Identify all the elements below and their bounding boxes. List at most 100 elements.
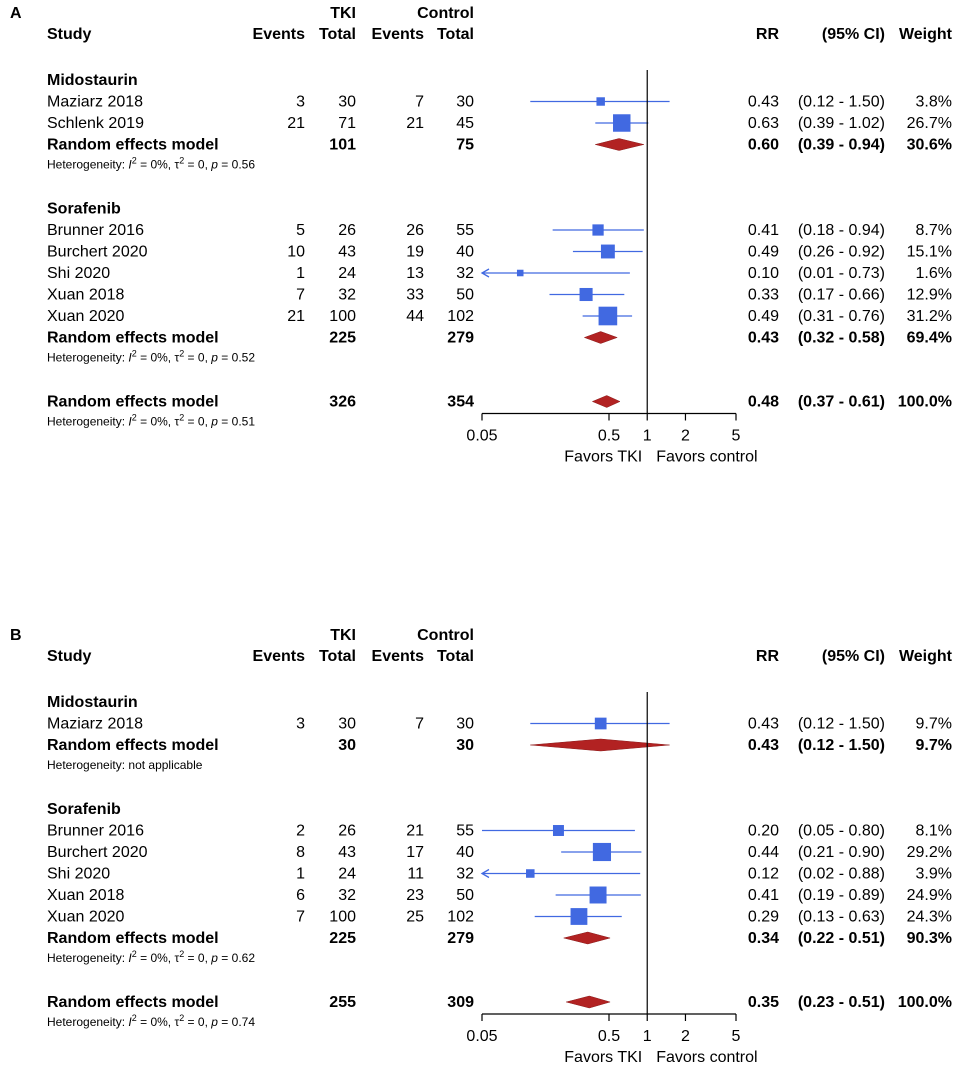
tki-events: 6 [296, 887, 305, 904]
ci-value: (0.21 - 0.90) [798, 844, 885, 861]
study-label: Xuan 2018 [47, 887, 125, 904]
pooled-diamond [565, 995, 611, 1009]
rr-value: 0.41 [748, 887, 779, 904]
study-label: Burchert 2020 [47, 844, 148, 861]
pooled-ci-value: (0.39 - 0.94) [798, 137, 885, 154]
pooled-diamond [583, 331, 618, 344]
ci-value: (0.17 - 0.66) [798, 287, 885, 304]
tki-events: 1 [296, 866, 305, 883]
control-events: 17 [406, 844, 424, 861]
pooled-rr-value: 0.43 [748, 330, 779, 347]
weight-value: 9.7% [916, 716, 952, 733]
study-square-marker [598, 306, 618, 326]
col-header-rr: RR [756, 26, 780, 43]
pooled-rr-value: 0.60 [748, 137, 779, 154]
pooled-label: Random effects model [47, 737, 219, 754]
study-square-marker [592, 842, 612, 862]
rr-value: 0.43 [748, 94, 779, 111]
col-header-study: Study [47, 26, 92, 43]
tki-events: 3 [296, 716, 305, 733]
control-events: 7 [415, 716, 424, 733]
rr-value: 0.63 [748, 115, 779, 132]
x-tick-label: 2 [681, 428, 690, 445]
pooled-control-total: 75 [456, 137, 474, 154]
pooled-tki-total: 225 [329, 330, 356, 347]
pooled-weight-value: 69.4% [907, 330, 952, 347]
pooled-weight-value: 100.0% [898, 994, 952, 1011]
rr-value: 0.10 [748, 265, 779, 282]
rr-value: 0.20 [748, 823, 779, 840]
tki-events: 3 [296, 94, 305, 111]
study-square-marker [526, 869, 535, 878]
ci-truncated-arrow [480, 268, 490, 278]
subgroup-label: Midostaurin [47, 72, 138, 89]
weight-value: 15.1% [907, 244, 952, 261]
pooled-control-total: 279 [447, 330, 474, 347]
pooled-tki-total: 30 [338, 737, 356, 754]
pooled-rr-value: 0.43 [748, 737, 779, 754]
col-header-ci: (95% CI) [822, 26, 885, 43]
col-header-study: Study [47, 648, 92, 665]
rr-value: 0.29 [748, 909, 779, 926]
panel-label: A [10, 5, 22, 22]
col-header-weight: Weight [899, 26, 953, 43]
x-tick-label: 1 [643, 428, 652, 445]
col-header-events: Events [253, 648, 306, 665]
tki-events: 5 [296, 222, 305, 239]
tki-total: 71 [338, 115, 356, 132]
tki-total: 100 [329, 308, 356, 325]
ci-value: (0.26 - 0.92) [798, 244, 885, 261]
x-tick-label: 0.5 [598, 428, 620, 445]
tki-events: 7 [296, 287, 305, 304]
pooled-label: Random effects model [47, 330, 219, 347]
tki-total: 24 [338, 866, 356, 883]
tki-total: 100 [329, 909, 356, 926]
col-header-rr: RR [756, 648, 780, 665]
group-tki-header: TKI [330, 627, 356, 644]
control-events: 19 [406, 244, 424, 261]
control-total: 45 [456, 115, 474, 132]
control-total: 102 [447, 909, 474, 926]
pooled-ci-value: (0.12 - 1.50) [798, 737, 885, 754]
study-label: Burchert 2020 [47, 244, 148, 261]
col-header-total: Total [319, 648, 356, 665]
tki-events: 2 [296, 823, 305, 840]
x-tick-label: 1 [643, 1028, 652, 1045]
x-tick-label: 0.05 [466, 428, 497, 445]
pooled-diamond [591, 395, 621, 408]
control-total: 40 [456, 244, 474, 261]
pooled-control-total: 279 [447, 930, 474, 947]
control-total: 32 [456, 866, 474, 883]
pooled-label: Random effects model [47, 994, 219, 1011]
control-total: 30 [456, 94, 474, 111]
pooled-label: Random effects model [47, 394, 219, 411]
study-square-marker [592, 224, 604, 236]
x-tick-label: 2 [681, 1028, 690, 1045]
rr-value: 0.41 [748, 222, 779, 239]
group-control-header: Control [417, 627, 474, 644]
ci-value: (0.12 - 1.50) [798, 716, 885, 733]
pooled-rr-value: 0.48 [748, 394, 779, 411]
tki-events: 8 [296, 844, 305, 861]
pooled-weight-value: 30.6% [907, 137, 952, 154]
study-square-marker [516, 269, 524, 277]
tki-events: 21 [287, 115, 305, 132]
tki-total: 30 [338, 94, 356, 111]
study-square-marker [579, 287, 593, 302]
x-tick-label: 0.05 [466, 1028, 497, 1045]
weight-value: 12.9% [907, 287, 952, 304]
control-events: 21 [406, 115, 424, 132]
pooled-ci-value: (0.22 - 0.51) [798, 930, 885, 947]
col-header-total-control: Total [437, 26, 474, 43]
heterogeneity-text: Heterogeneity: I2 = 0%, τ2 = 0, p = 0.52 [47, 349, 255, 365]
weight-value: 3.8% [916, 94, 952, 111]
tki-total: 30 [338, 716, 356, 733]
heterogeneity-text: Heterogeneity: I2 = 0%, τ2 = 0, p = 0.56 [47, 156, 255, 172]
tki-events: 7 [296, 909, 305, 926]
control-total: 55 [456, 823, 474, 840]
ci-value: (0.05 - 0.80) [798, 823, 885, 840]
pooled-tki-total: 101 [329, 137, 356, 154]
control-total: 40 [456, 844, 474, 861]
pooled-rr-value: 0.35 [748, 994, 779, 1011]
heterogeneity-text: Heterogeneity: I2 = 0%, τ2 = 0, p = 0.62 [47, 949, 255, 965]
